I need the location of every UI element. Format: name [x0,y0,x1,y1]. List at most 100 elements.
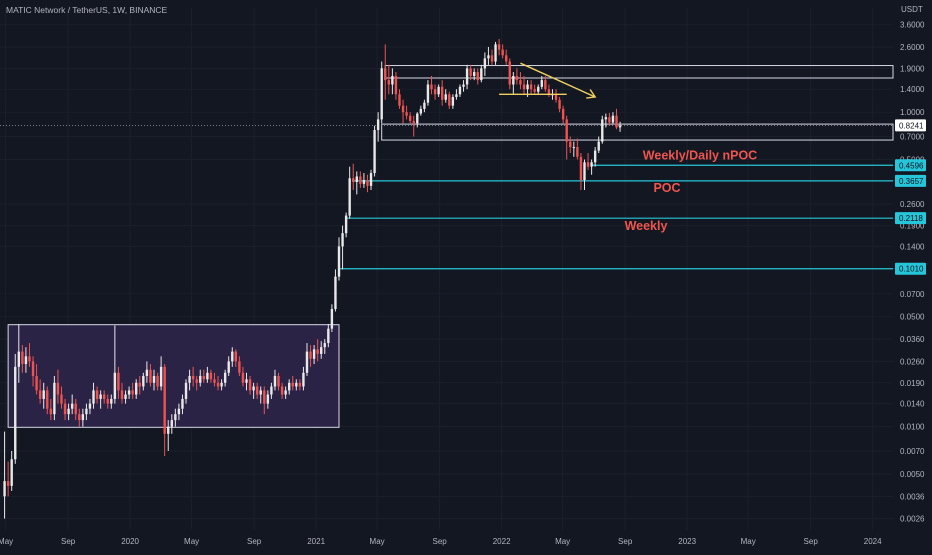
level-annotation: Weekly/Daily nPOC [643,148,757,162]
candle-body [206,372,209,380]
candle-body [394,75,398,95]
y-tick-label: 1.0000 [900,108,925,117]
candle-body [110,398,113,404]
candle-body [565,119,568,142]
y-tick-label: 0.0500 [900,313,925,322]
candle-body [451,96,455,106]
candle-body [309,351,312,359]
candle-body [487,55,490,59]
drawing-layer [499,62,597,99]
candle-body [508,61,511,85]
candle-body [280,386,284,395]
candle-body [28,356,31,362]
candle-body [476,72,479,81]
candle-body [159,366,163,387]
candle-body [127,390,131,395]
candle-body [302,372,305,387]
candle-body [295,382,298,387]
candle-body [533,89,536,92]
candle-body [423,102,426,109]
time-axis[interactable]: May Sep 2020 May Sep 2021 May Sep 2022 May Sep 2023… [0,537,882,546]
candle-body [88,403,92,409]
candle-body [480,68,483,81]
candle-body [522,84,526,90]
candle-body [248,379,252,391]
candle-body [35,375,38,391]
candle-body [604,117,608,120]
candle-body [554,94,558,100]
candle-body [92,390,95,404]
candle-body [316,349,319,354]
candle-body [227,361,230,373]
candle-body [384,68,387,81]
candle-body [255,386,259,395]
candle-body [362,180,366,184]
candle-body [199,375,202,383]
candle-body [81,414,85,421]
level-layer [0,125,893,270]
y-tick-label: 0.0036 [900,492,925,501]
candle-body [24,356,28,365]
candle-body [558,99,561,109]
candle-body [152,375,156,383]
candle-body [177,408,181,415]
candle-body [170,420,173,427]
candle-body [437,86,440,95]
candle-body [191,375,195,380]
candle-body [209,372,213,380]
level-price-tag-bg [895,212,926,225]
candle-body [597,141,600,151]
candle-body [615,115,618,128]
y-tick-label: 0.0140 [900,400,925,409]
x-tick-label: Sep [618,537,633,546]
candle-body [102,394,106,399]
candle-body [213,379,216,383]
candle-body [401,105,405,113]
candle-body [501,49,504,56]
candle-body [337,246,341,277]
candle-body [312,349,316,359]
candle-body [352,178,355,182]
candle-body [497,44,501,50]
candle-body [174,414,177,421]
x-tick-label: May [184,537,199,546]
candle-body [426,84,430,103]
level-annotation: Weekly [625,219,668,233]
candle-body [99,394,102,399]
candle-body [408,115,412,121]
candle-body [576,147,579,157]
candle-body [95,390,99,399]
candle-body [46,390,49,409]
x-tick-label: 2022 [493,537,511,546]
y-tick-label: 0.0360 [900,335,925,344]
candle-body [63,403,67,415]
candle-body [259,390,262,395]
level-price-tag: 0.1010 [899,265,924,274]
candle-body [330,308,334,329]
zone-layer [7,65,894,428]
candle-layer [3,39,622,519]
level-price-tag: 0.4596 [899,161,924,170]
candle-body [590,162,593,167]
candle-body [433,89,437,95]
candle-body [490,55,494,62]
candle-body [320,347,323,354]
candle-body [117,372,120,391]
candle-body [373,130,376,174]
candle-body [3,481,6,497]
price-axis[interactable]: 3.60002.60001.90001.40001.00000.70000.50… [895,21,926,524]
candle-body [505,55,508,62]
y-tick-label: 0.1400 [900,242,925,251]
candle-body [42,390,45,399]
candle-body [245,379,248,383]
candle-body [544,80,547,90]
trend-arrow-head [586,89,597,99]
candle-body [469,68,472,76]
candle-body [138,382,141,387]
candle-body [78,414,81,421]
price-axis-unit: USDT [901,5,923,14]
candle-body [149,369,152,383]
candle-body [529,84,533,90]
candle-body [376,119,380,131]
